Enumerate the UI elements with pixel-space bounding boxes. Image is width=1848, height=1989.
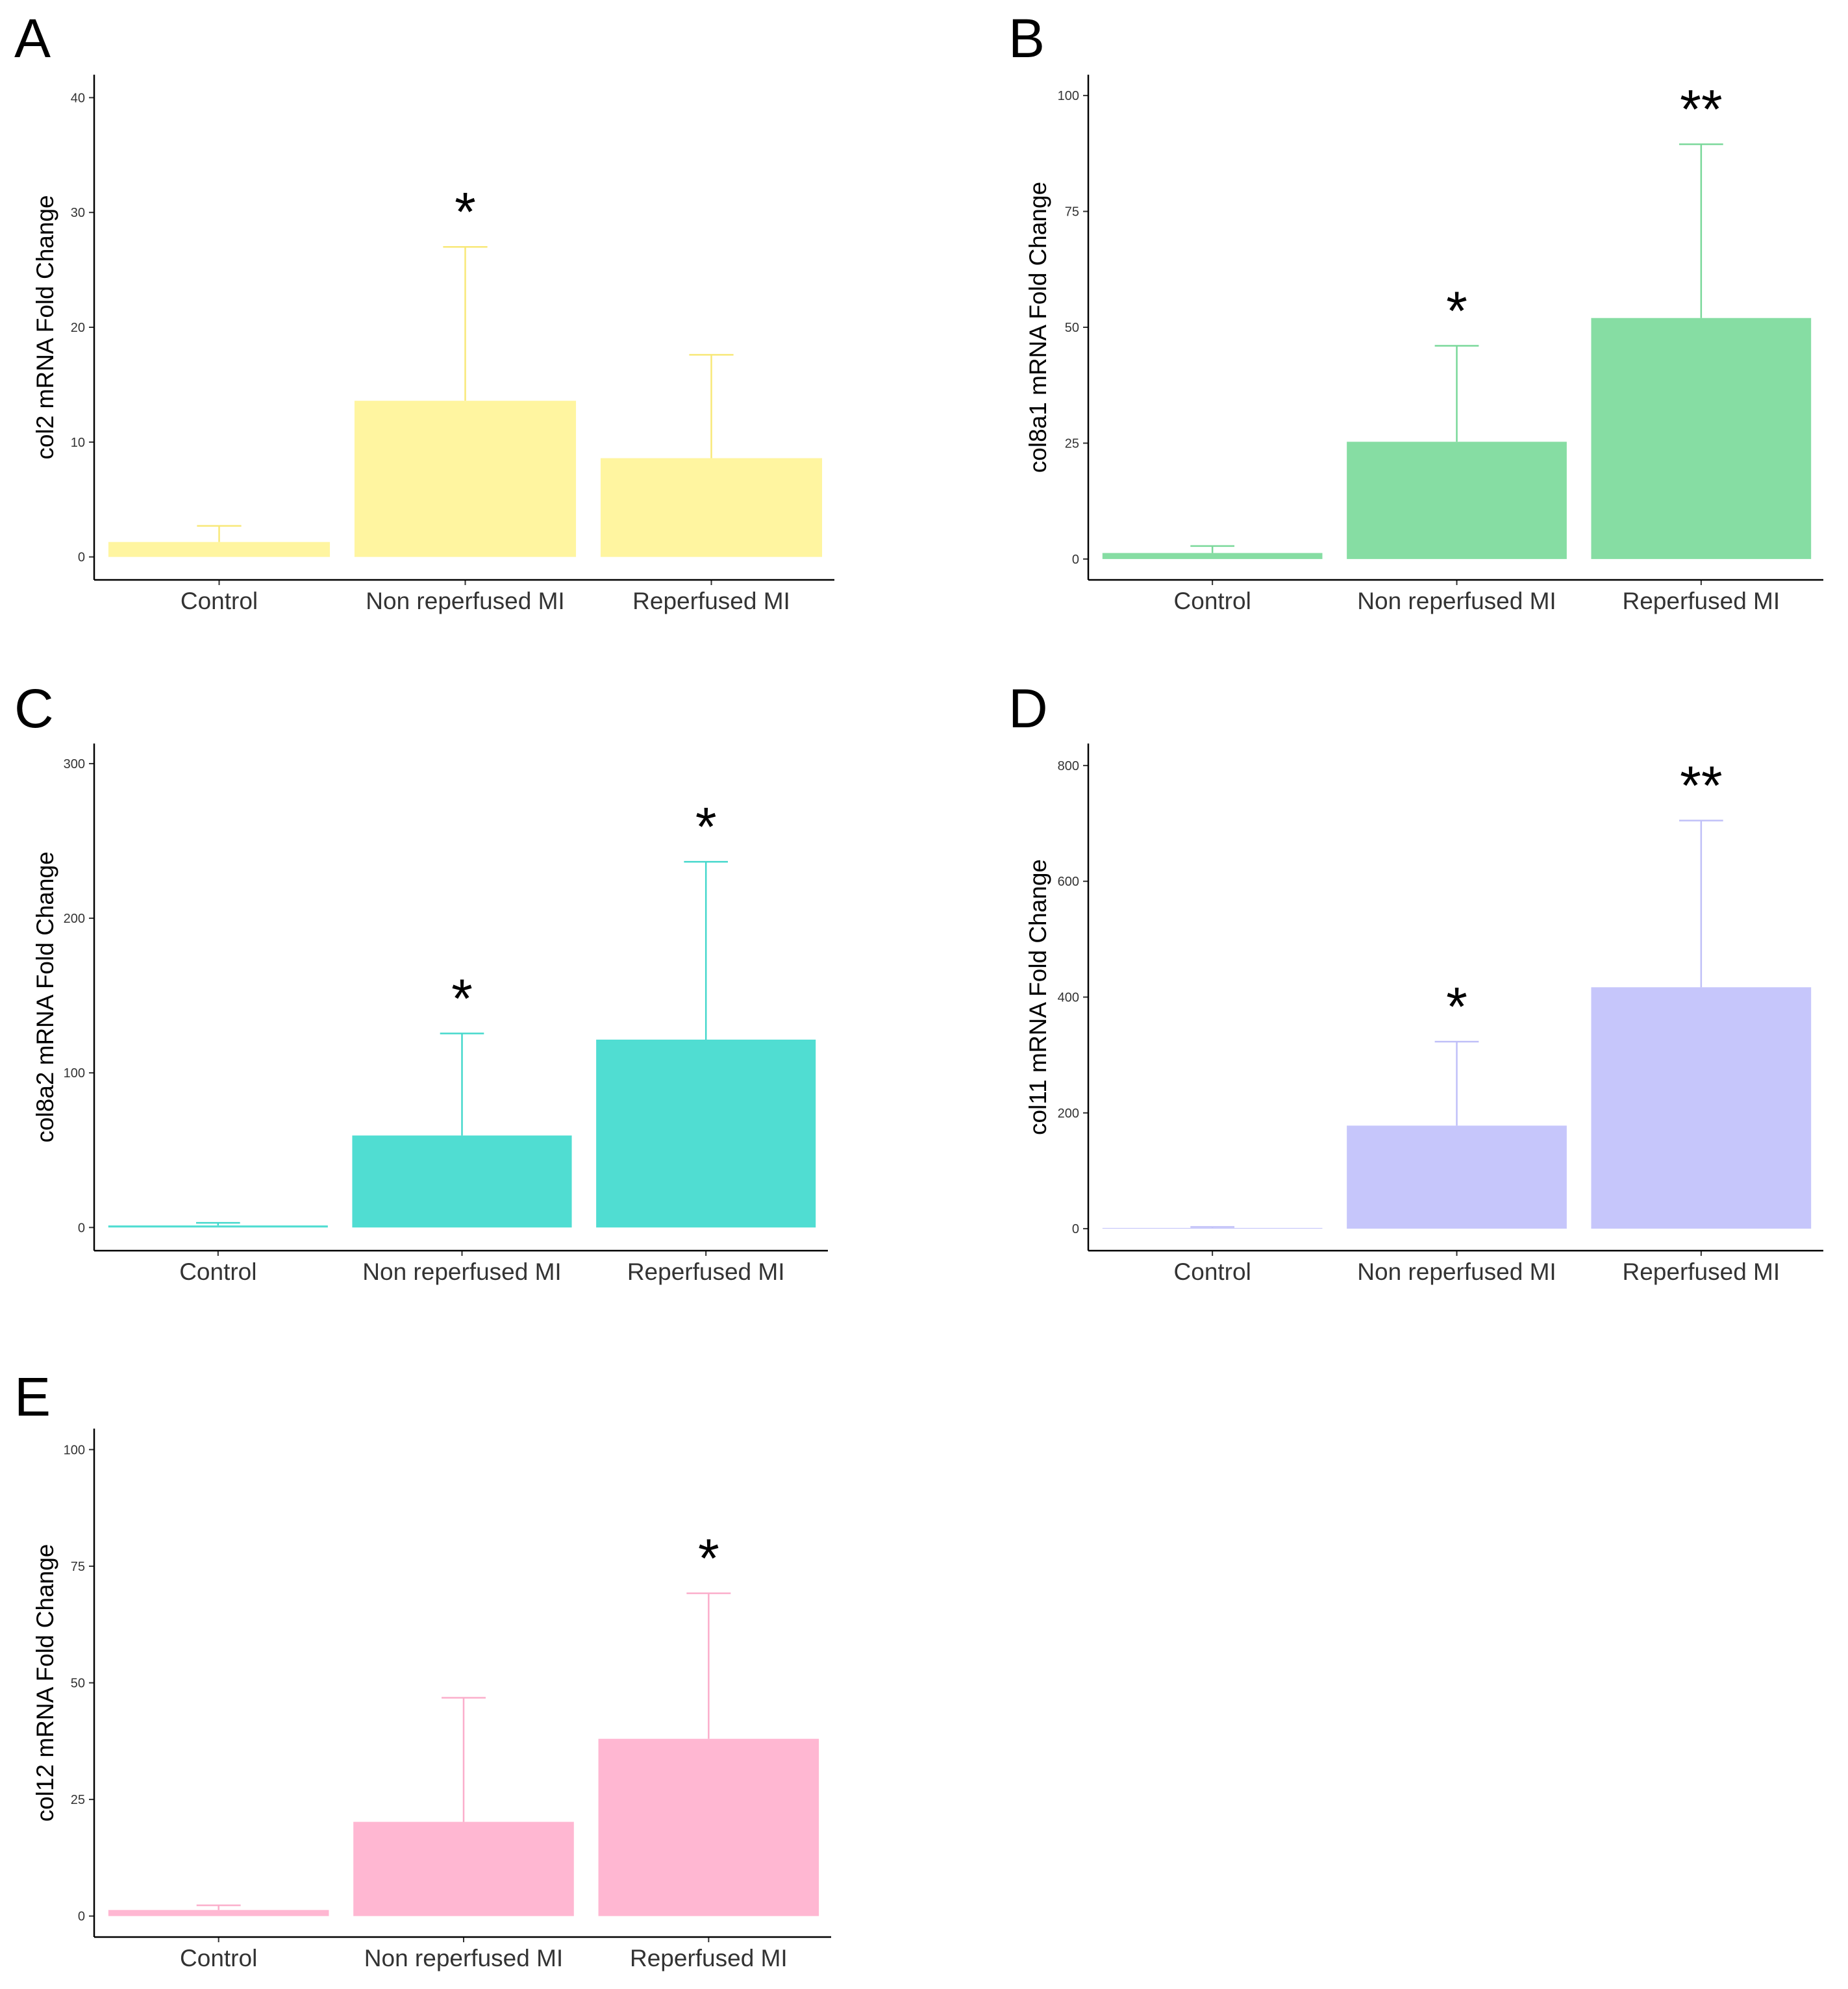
- x-tick-label: Non reperfused MI: [1357, 1258, 1556, 1285]
- x-tick-label: Control: [1174, 1258, 1251, 1285]
- y-axis-title: col11 mRNA Fold Change: [1025, 859, 1051, 1135]
- significance-marker: *: [455, 181, 476, 242]
- panel-letter: D: [1008, 678, 1048, 739]
- bar-3: [1591, 987, 1812, 1229]
- bar-1: [108, 1910, 329, 1916]
- y-axis-title: col12 mRNA Fold Change: [32, 1544, 58, 1822]
- x-tick-label: Non reperfused MI: [1357, 588, 1556, 614]
- y-tick-label: 20: [71, 321, 85, 335]
- bar-2: [353, 1821, 574, 1916]
- y-tick-label: 300: [64, 757, 85, 771]
- y-tick-label: 75: [71, 1560, 85, 1574]
- x-tick-label: Non reperfused MI: [364, 1945, 563, 1971]
- x-tick-label: Control: [1174, 588, 1251, 614]
- significance-marker: **: [1680, 79, 1722, 140]
- y-tick-label: 10: [71, 436, 85, 450]
- x-tick-label: Reperfused MI: [1622, 588, 1780, 614]
- x-tick-label: Reperfused MI: [627, 1258, 785, 1285]
- y-tick-label: 40: [71, 91, 85, 105]
- significance-marker: *: [1446, 281, 1467, 342]
- bar-3: [1591, 318, 1812, 559]
- y-tick-label: 0: [78, 1910, 85, 1924]
- bar-1: [1102, 1227, 1323, 1229]
- y-tick-label: 75: [1065, 205, 1079, 219]
- x-tick-label: Non reperfused MI: [362, 1258, 561, 1285]
- y-tick-label: 100: [1058, 89, 1079, 103]
- y-axis-title: col8a1 mRNA Fold Change: [1025, 182, 1051, 473]
- x-tick-label: Control: [180, 1945, 257, 1971]
- x-tick-label: Control: [181, 588, 258, 614]
- x-tick-label: Reperfused MI: [632, 588, 790, 614]
- bar-2: [354, 401, 577, 557]
- y-tick-label: 100: [64, 1443, 85, 1457]
- significance-marker: **: [1680, 755, 1722, 816]
- y-tick-label: 100: [64, 1066, 85, 1081]
- y-tick-label: 0: [78, 551, 85, 565]
- y-tick-label: 30: [71, 206, 85, 220]
- y-tick-label: 25: [71, 1793, 85, 1807]
- y-tick-label: 0: [1072, 1222, 1079, 1236]
- panel-letter: A: [14, 8, 51, 69]
- bar-1: [108, 542, 331, 557]
- y-tick-label: 25: [1065, 436, 1079, 451]
- y-tick-label: 0: [78, 1221, 85, 1235]
- y-tick-label: 400: [1058, 991, 1079, 1005]
- y-tick-label: 50: [71, 1677, 85, 1691]
- x-tick-label: Control: [179, 1258, 256, 1285]
- significance-marker: *: [1446, 976, 1467, 1037]
- panel-letter: C: [14, 678, 54, 739]
- bar-3: [596, 1039, 816, 1228]
- bar-3: [598, 1738, 819, 1916]
- y-tick-label: 600: [1058, 875, 1079, 889]
- significance-marker: *: [695, 796, 717, 857]
- x-tick-label: Reperfused MI: [630, 1945, 788, 1971]
- y-tick-label: 200: [64, 912, 85, 926]
- y-tick-label: 0: [1072, 553, 1079, 567]
- bar-1: [108, 1225, 328, 1228]
- y-tick-label: 50: [1065, 321, 1079, 335]
- y-tick-label: 800: [1058, 759, 1079, 773]
- panel-letter: B: [1008, 8, 1045, 69]
- significance-marker: *: [698, 1528, 719, 1589]
- bar-2: [1347, 442, 1567, 559]
- y-axis-title: col2 mRNA Fold Change: [32, 195, 58, 459]
- bar-2: [352, 1135, 572, 1228]
- significance-marker: *: [451, 968, 473, 1029]
- panel-letter: E: [14, 1366, 51, 1427]
- bar-2: [1347, 1125, 1567, 1229]
- bar-1: [1102, 553, 1323, 559]
- y-axis-title: col8a2 mRNA Fold Change: [32, 851, 58, 1142]
- x-tick-label: Non reperfused MI: [366, 588, 564, 614]
- bar-3: [600, 458, 823, 557]
- x-tick-label: Reperfused MI: [1622, 1258, 1780, 1285]
- y-tick-label: 200: [1058, 1107, 1079, 1121]
